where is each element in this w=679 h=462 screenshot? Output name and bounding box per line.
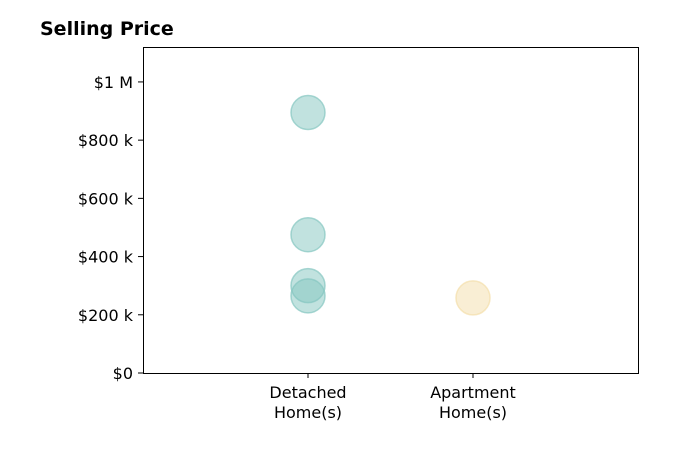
x-axis: Detached Home(s) Apartment Home(s)	[269, 373, 516, 422]
data-point	[290, 278, 326, 314]
y-tick-label: $200 k	[78, 306, 134, 325]
x-tick-label: Detached Home(s)	[269, 383, 346, 422]
data-point	[290, 94, 326, 131]
data-points	[290, 94, 491, 316]
y-tick-label: $0	[113, 364, 133, 383]
y-tick-label: $1 M	[94, 73, 133, 92]
data-point	[455, 280, 491, 316]
y-axis: $0 $200 k $400 k $600 k $800 k $1 M	[78, 73, 143, 383]
chart-title: Selling Price	[40, 18, 174, 40]
x-tick-label: Apartment Home(s)	[430, 383, 516, 422]
y-tick-label: $800 k	[78, 131, 134, 150]
y-tick-label: $400 k	[78, 248, 134, 267]
data-point	[290, 216, 326, 253]
y-tick-label: $600 k	[78, 189, 134, 208]
plot-area-frame	[143, 47, 639, 374]
